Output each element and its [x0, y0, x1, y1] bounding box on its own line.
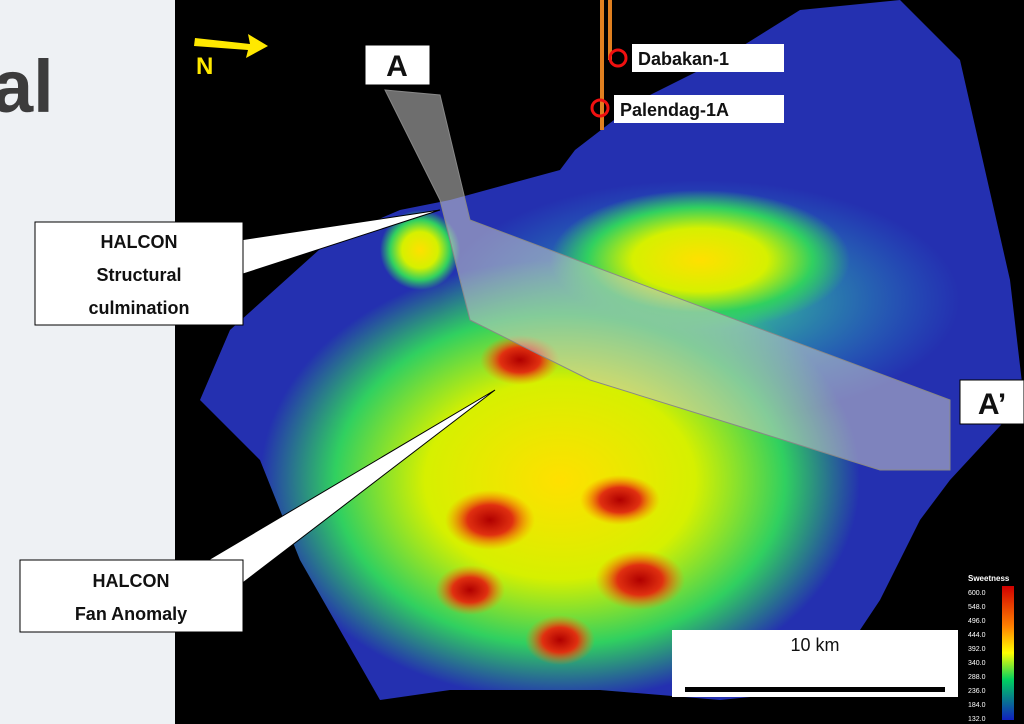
section-label-box: [364, 44, 431, 86]
legend-label: 392.0: [968, 646, 986, 653]
north-label: N: [196, 53, 213, 80]
scale-bar: [685, 687, 945, 692]
section-label: A’: [978, 388, 1006, 421]
well-label: Palendag-1A: [620, 100, 729, 120]
legend-label: 132.0: [968, 716, 986, 723]
callout-box: [34, 221, 244, 326]
legend-title: Sweetness: [968, 574, 1010, 583]
legend-label: 444.0: [968, 632, 986, 639]
section-label-box: [959, 379, 1024, 425]
well-label-box: [632, 44, 784, 72]
legend-label: 548.0: [968, 604, 986, 611]
well-symbol: [608, 48, 628, 68]
legend-label: 340.0: [968, 660, 986, 667]
well-symbol: [590, 98, 610, 118]
callout-text: HALCON: [93, 571, 170, 591]
legend-label: 496.0: [968, 618, 986, 625]
legend-label: 288.0: [968, 674, 986, 681]
legend: [965, 570, 1024, 724]
callout-text: Structural: [96, 265, 181, 285]
north-arrow: [194, 34, 268, 58]
callout-text: culmination: [88, 298, 189, 318]
color-bar: [1002, 586, 1014, 720]
seismic-section: [384, 89, 951, 471]
legend-label: 600.0: [968, 590, 986, 597]
slide-title: al: [0, 45, 54, 128]
section-label: A: [386, 50, 408, 83]
scale-bar-label: 10 km: [790, 635, 839, 655]
legend-label: 236.0: [968, 688, 986, 695]
callout-box: [19, 559, 244, 633]
legend-label: 184.0: [968, 702, 986, 709]
legend-labels: 600.0 548.0 496.0 444.0 392.0 340.0 288.0 236.0…: [968, 590, 986, 723]
well-track: [608, 0, 612, 60]
scale-bar-box: [672, 630, 958, 697]
well-label: Dabakan-1: [638, 49, 729, 69]
callout-text: HALCON: [101, 232, 178, 252]
callout-text: Fan Anomaly: [75, 604, 187, 624]
well-label-box: [614, 95, 784, 123]
well-track: [600, 0, 604, 130]
